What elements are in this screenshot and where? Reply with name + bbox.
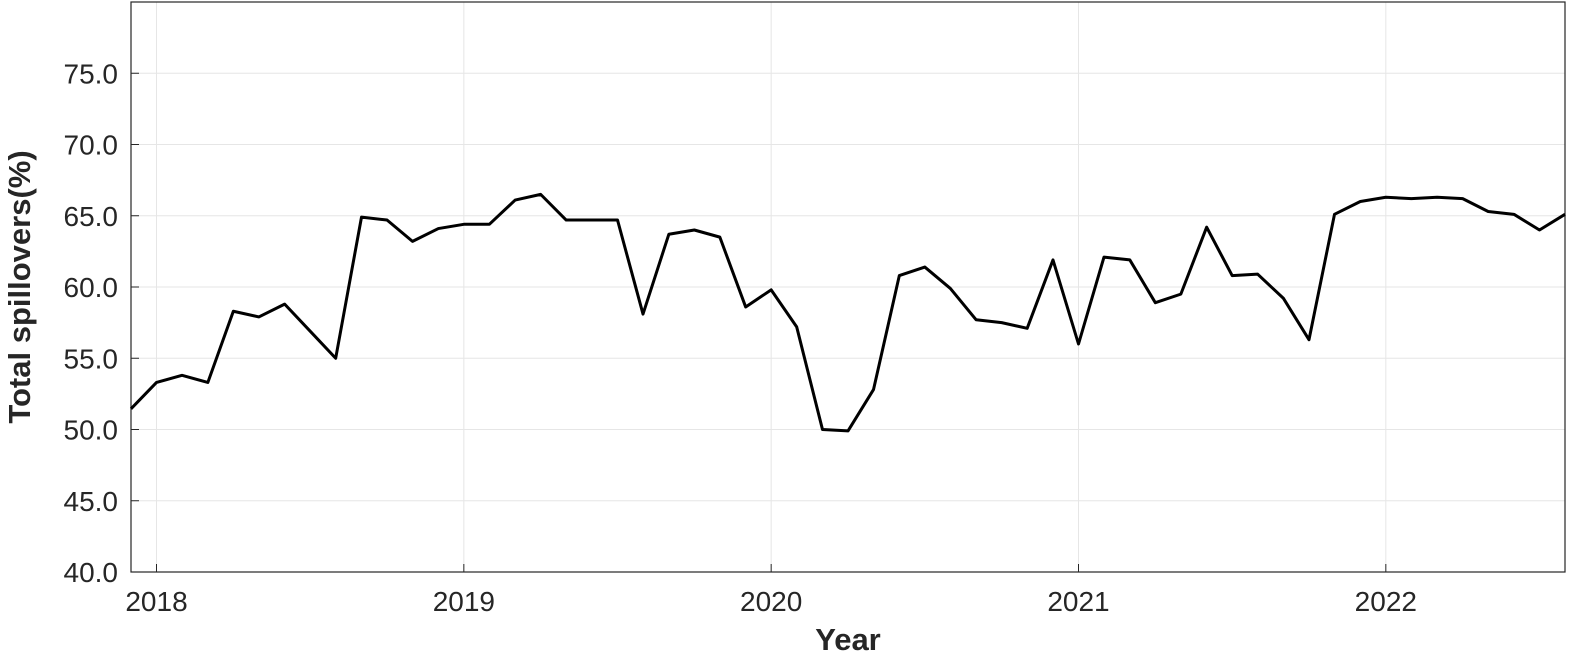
y-tick-label: 75.0 [64,58,119,89]
data-line [129,192,1566,433]
y-tick-label: 50.0 [64,415,119,446]
x-tick-label: 2018 [125,586,187,617]
y-tick-label: 70.0 [64,130,119,161]
y-tick-label: 55.0 [64,343,119,374]
x-tick-label: 2019 [433,586,495,617]
x-tick-label: 2021 [1047,586,1109,617]
plot-frame [130,1,1566,573]
y-tick-label: 65.0 [64,201,119,232]
x-tick-label: 2022 [1355,586,1417,617]
y-axis-title: Total spillovers(%) [2,150,37,423]
y-tick-label: 40.0 [64,557,119,588]
y-tick-label: 45.0 [64,486,119,517]
y-tick-label: 60.0 [64,272,119,303]
x-axis-title: Year [815,622,881,657]
x-tick-label: 2020 [740,586,802,617]
